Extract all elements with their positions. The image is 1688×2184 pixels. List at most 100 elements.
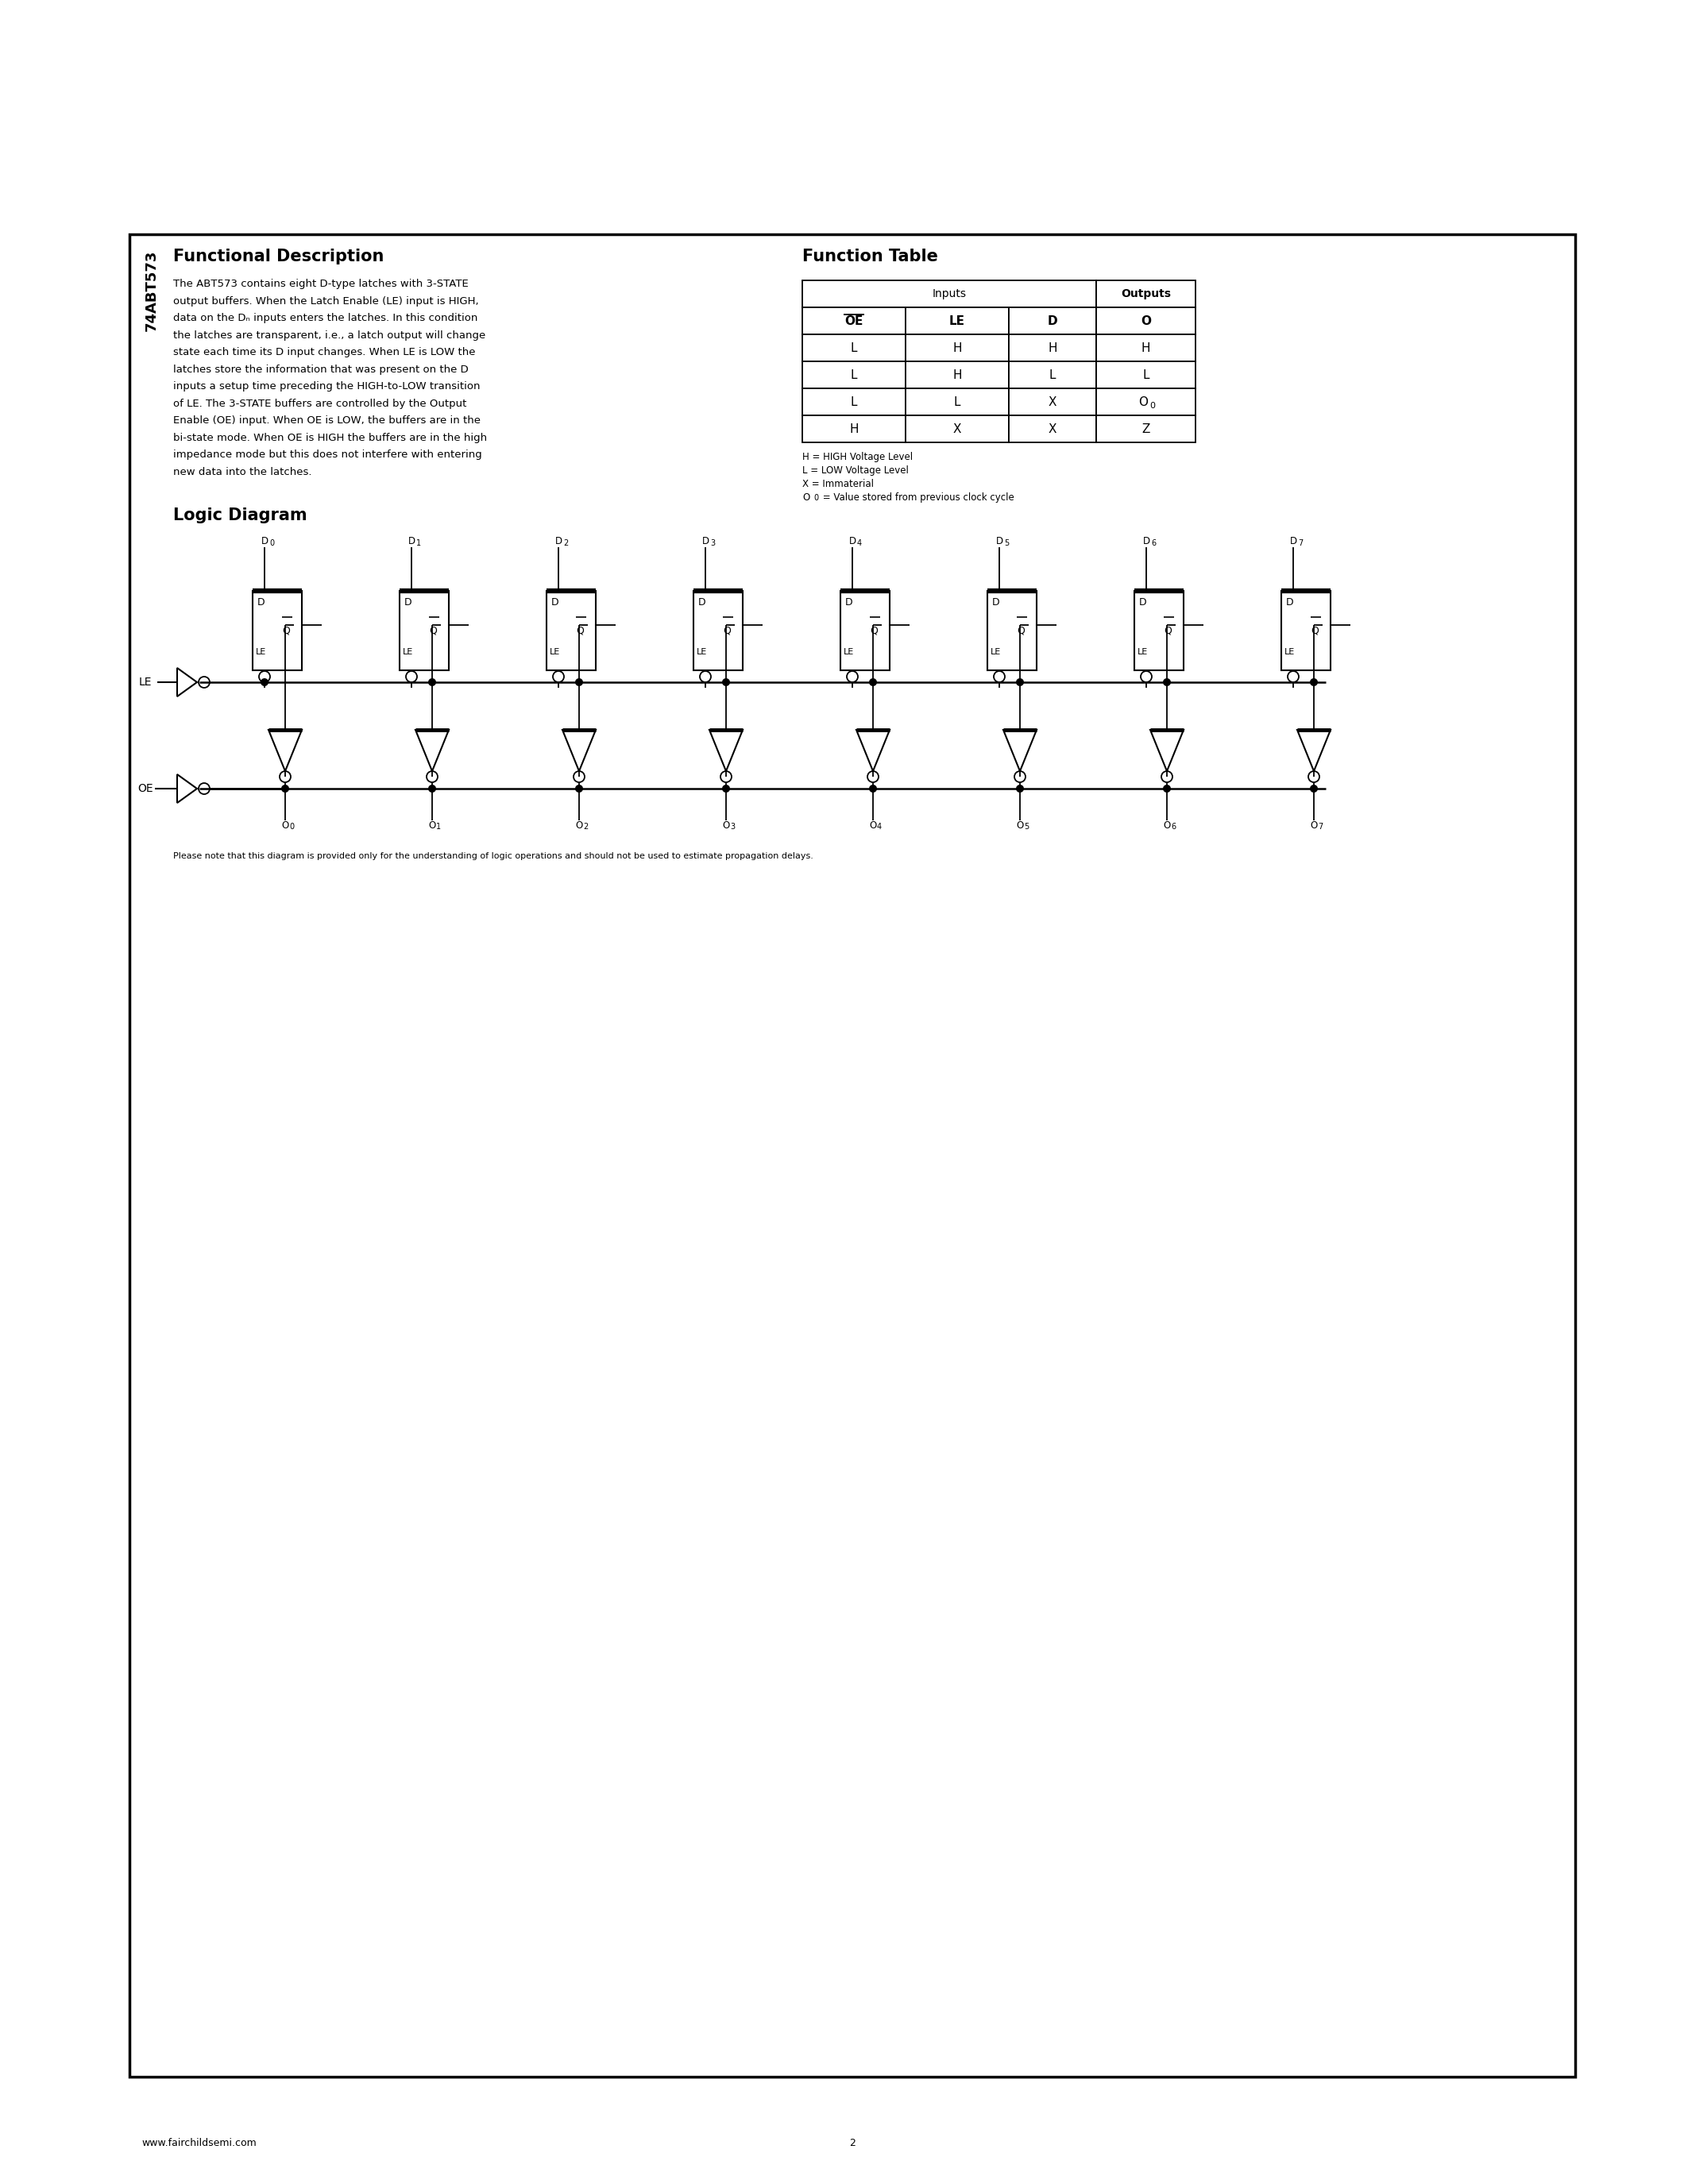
Circle shape (199, 784, 209, 795)
Bar (1096, 334, 1195, 360)
Text: 3: 3 (711, 539, 716, 548)
Text: O: O (1310, 821, 1317, 830)
Bar (1096, 415, 1195, 443)
Text: X: X (1048, 424, 1057, 435)
Text: D: D (846, 596, 852, 607)
Text: H: H (849, 424, 859, 435)
Text: O: O (282, 821, 289, 830)
Circle shape (429, 784, 436, 793)
Polygon shape (415, 729, 449, 771)
Text: D: D (408, 535, 415, 546)
Bar (802, 415, 905, 443)
Text: 0: 0 (814, 494, 819, 502)
Bar (802, 280, 1096, 308)
Text: L: L (851, 369, 858, 380)
Bar (1281, 592, 1330, 670)
Bar (905, 389, 1009, 415)
Polygon shape (562, 729, 596, 771)
Circle shape (1163, 679, 1171, 686)
Text: D: D (405, 596, 412, 607)
Text: D: D (1290, 535, 1298, 546)
Text: O: O (802, 491, 810, 502)
Bar (905, 360, 1009, 389)
Text: 7: 7 (1318, 823, 1323, 830)
Text: output buffers. When the Latch Enable (LE) input is HIGH,: output buffers. When the Latch Enable (L… (174, 295, 479, 306)
Polygon shape (1150, 729, 1183, 771)
Text: Q: Q (576, 625, 584, 636)
Circle shape (576, 784, 582, 793)
Text: H: H (1048, 343, 1057, 354)
Text: L: L (851, 343, 858, 354)
Circle shape (722, 679, 729, 686)
Text: of LE. The 3-STATE buffers are controlled by the Output: of LE. The 3-STATE buffers are controlle… (174, 397, 466, 408)
Bar (905, 308, 1009, 334)
Text: O: O (429, 821, 436, 830)
Bar (802, 308, 905, 334)
Text: the latches are transparent, i.e., a latch output will change: the latches are transparent, i.e., a lat… (174, 330, 486, 341)
Text: LE: LE (949, 314, 966, 328)
Text: L: L (1143, 369, 1150, 380)
Text: LE: LE (844, 649, 854, 655)
Polygon shape (709, 729, 743, 771)
Text: 5: 5 (1025, 823, 1030, 830)
Bar (1096, 389, 1195, 415)
Text: Q: Q (282, 625, 290, 636)
Text: L: L (1050, 369, 1057, 380)
Text: O: O (1139, 395, 1148, 408)
Circle shape (429, 679, 436, 686)
Text: O: O (1016, 821, 1023, 830)
Bar (1096, 280, 1195, 308)
Bar (547, 592, 596, 670)
Circle shape (1308, 771, 1320, 782)
Text: Q: Q (429, 625, 437, 636)
Text: D: D (1048, 314, 1057, 328)
Text: L: L (851, 395, 858, 408)
Circle shape (1310, 679, 1318, 686)
Bar (1009, 415, 1096, 443)
Text: LE: LE (697, 649, 707, 655)
Polygon shape (1296, 729, 1330, 771)
Text: LE: LE (550, 649, 560, 655)
Text: LE: LE (403, 649, 414, 655)
Text: OE: OE (138, 784, 154, 795)
Bar (987, 592, 1036, 670)
Text: H: H (952, 343, 962, 354)
Text: bi-state mode. When OE is HIGH the buffers are in the high: bi-state mode. When OE is HIGH the buffe… (174, 432, 488, 443)
Text: D: D (552, 596, 559, 607)
Bar (841, 592, 890, 670)
Text: 0: 0 (289, 823, 294, 830)
Polygon shape (177, 668, 197, 697)
Text: O: O (1163, 821, 1170, 830)
Circle shape (427, 771, 437, 782)
Text: Q: Q (722, 625, 731, 636)
Circle shape (260, 679, 268, 686)
Circle shape (869, 784, 878, 793)
Bar (802, 334, 905, 360)
Text: state each time its D input changes. When LE is LOW the: state each time its D input changes. Whe… (174, 347, 476, 358)
Polygon shape (177, 775, 197, 804)
Circle shape (847, 670, 858, 681)
Bar (802, 389, 905, 415)
Text: 0: 0 (270, 539, 273, 548)
Text: OE: OE (844, 314, 863, 328)
Text: D: D (257, 596, 265, 607)
Text: O: O (869, 821, 876, 830)
Circle shape (554, 670, 564, 681)
Bar (694, 592, 743, 670)
Text: 0: 0 (1150, 402, 1155, 411)
Bar (905, 334, 1009, 360)
Text: Function Table: Function Table (802, 249, 939, 264)
Circle shape (576, 679, 582, 686)
Circle shape (701, 670, 711, 681)
Text: impedance mode but this does not interfere with entering: impedance mode but this does not interfe… (174, 450, 483, 461)
Text: D: D (1143, 535, 1150, 546)
Text: 1: 1 (417, 539, 420, 548)
Circle shape (1141, 670, 1151, 681)
Text: Logic Diagram: Logic Diagram (174, 507, 307, 524)
Text: D: D (702, 535, 709, 546)
Text: LE: LE (991, 649, 1001, 655)
Text: D: D (262, 535, 268, 546)
Text: Please note that this diagram is provided only for the understanding of logic op: Please note that this diagram is provide… (174, 852, 814, 860)
Text: O: O (576, 821, 582, 830)
Text: 7: 7 (1298, 539, 1303, 548)
